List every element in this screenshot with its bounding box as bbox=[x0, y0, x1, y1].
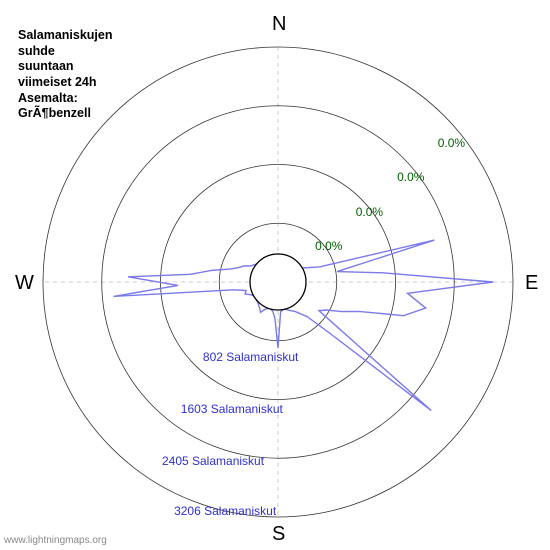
cardinal-s: S bbox=[272, 523, 285, 546]
chart-container: Salamaniskujen suhde suuntaan viimeiset … bbox=[0, 0, 550, 550]
percent-label: 0.0% bbox=[397, 170, 424, 184]
ring-label: 2405 Salamaniskut bbox=[162, 454, 264, 468]
cardinal-w: W bbox=[15, 272, 34, 295]
percent-label: 0.0% bbox=[315, 239, 342, 253]
cardinal-e: E bbox=[525, 272, 538, 295]
ring-label: 3206 Salamaniskut bbox=[174, 504, 276, 518]
cardinal-n: N bbox=[272, 13, 286, 36]
ring-label: 1603 Salamaniskut bbox=[181, 402, 283, 416]
chart-title: Salamaniskujen suhde suuntaan viimeiset … bbox=[18, 28, 113, 122]
percent-label: 0.0% bbox=[438, 136, 465, 150]
ring-label: 802 Salamaniskut bbox=[203, 350, 298, 364]
credit-text: www.lightningmaps.org bbox=[4, 535, 107, 546]
percent-label: 0.0% bbox=[356, 205, 383, 219]
